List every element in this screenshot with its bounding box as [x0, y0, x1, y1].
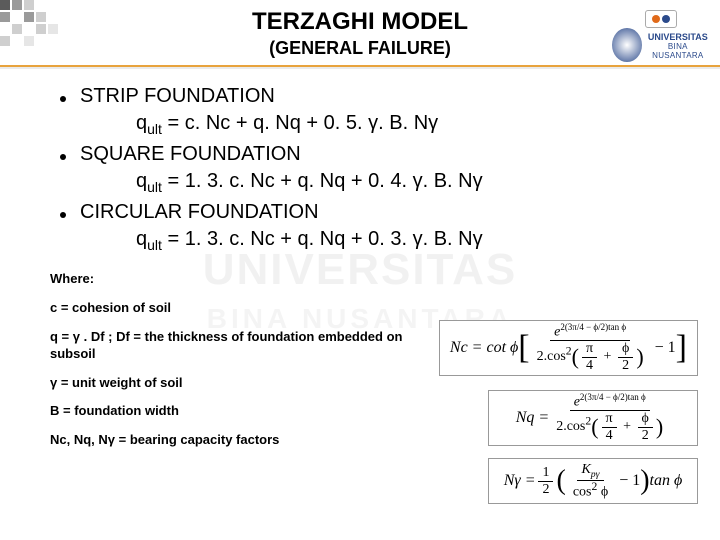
logo-dot-blue — [662, 15, 670, 23]
bullet-strip: STRIP FOUNDATION — [60, 85, 684, 108]
equation-box-nq: Nq = e2(3π/4 − ϕ/2)tan ϕ 2.cos2(π4 + ϕ2) — [488, 390, 698, 446]
formula-circular-rest: = 1. 3. c. Nc + q. Nq + 0. 3. γ. B. Nγ — [162, 228, 483, 250]
bullet-dot-icon — [60, 154, 66, 160]
formula-strip-sub: ult — [147, 121, 162, 137]
logo-text-line1: UNIVERSITAS — [646, 32, 710, 42]
formula-circular-q: q — [136, 228, 147, 250]
logo-crest-icon — [612, 28, 642, 62]
formula-square-q: q — [136, 170, 147, 192]
formula-strip: qult = c. Nc + q. Nq + 0. 5. γ. B. Nγ — [136, 112, 684, 137]
university-logo: UNIVERSITAS BINA NUSANTARA — [616, 10, 706, 62]
formula-square-sub: ult — [147, 179, 162, 195]
where-n: Nc, Nq, Nγ = bearing capacity factors — [50, 432, 410, 449]
formula-square-rest: = 1. 3. c. Nc + q. Nq + 0. 4. γ. B. Nγ — [162, 170, 483, 192]
where-gamma: γ = unit weight of soil — [50, 375, 410, 392]
equation-box-ngamma: Nγ = 12 ( Kpγcos2 ϕ − 1 ) tan ϕ — [488, 458, 698, 504]
bullet-dot-icon — [60, 96, 66, 102]
bullet-circular-label: CIRCULAR FOUNDATION — [80, 201, 319, 224]
formula-square: qult = 1. 3. c. Nc + q. Nq + 0. 4. γ. B.… — [136, 170, 684, 195]
formula-circular-sub: ult — [147, 237, 162, 253]
formula-strip-q: q — [136, 112, 147, 134]
logo-dot-orange — [652, 15, 660, 23]
formula-circular: qult = 1. 3. c. Nc + q. Nq + 0. 3. γ. B.… — [136, 228, 684, 253]
formula-strip-rest: = c. Nc + q. Nq + 0. 5. γ. B. Nγ — [162, 112, 438, 134]
logo-badge-icon — [645, 10, 677, 28]
bullet-strip-label: STRIP FOUNDATION — [80, 85, 275, 108]
where-q: q = γ . Df ; Df = the thickness of found… — [50, 329, 410, 363]
bullet-dot-icon — [60, 212, 66, 218]
bullet-square-label: SQUARE FOUNDATION — [80, 143, 301, 166]
bullet-circular: CIRCULAR FOUNDATION — [60, 201, 684, 224]
where-block: Where: c = cohesion of soil q = γ . Df ;… — [50, 271, 410, 449]
where-b: B = foundation width — [50, 403, 410, 420]
where-title: Where: — [50, 271, 410, 288]
logo-text-line2: BINA NUSANTARA — [646, 42, 710, 60]
slide-header: TERZAGHI MODEL (GENERAL FAILURE) UNIVERS… — [0, 0, 720, 67]
where-c: c = cohesion of soil — [50, 300, 410, 317]
equation-box-nc: Nc = cot ϕ [ e2(3π/4 − ϕ/2)tan ϕ 2.cos2(… — [439, 320, 698, 376]
bullet-square: SQUARE FOUNDATION — [60, 143, 684, 166]
